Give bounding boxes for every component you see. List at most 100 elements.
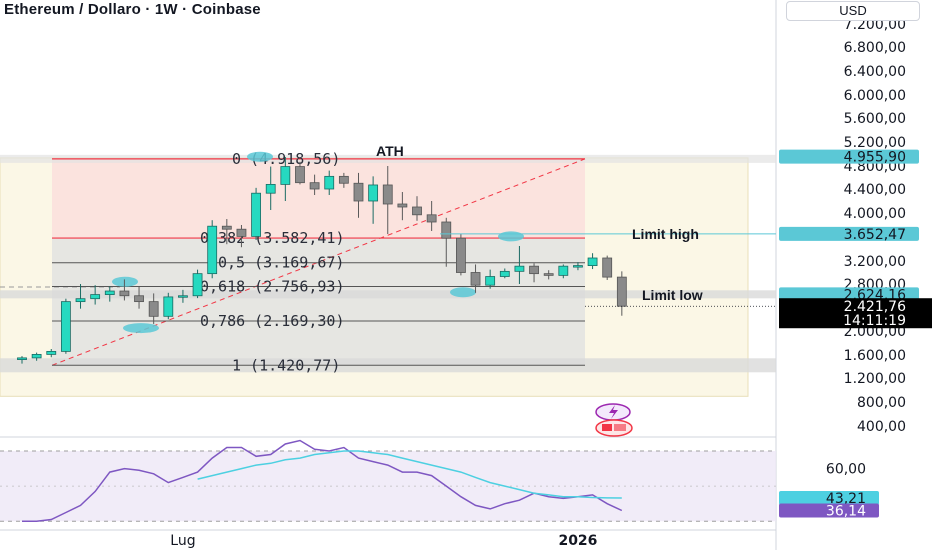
candle-body: [558, 265, 569, 276]
candle-body: [602, 257, 613, 278]
candle-body: [17, 357, 27, 361]
time-tick-label: Lug: [170, 533, 195, 549]
candle-body: [207, 225, 218, 275]
price-axis[interactable]: 7.200,00 6.800,00 6.400,00 6.000,00 5.600,00…: [779, 17, 932, 519]
highlight-ellipse: [247, 151, 273, 162]
candle-body: [46, 350, 57, 355]
candle-body: [134, 295, 144, 303]
candle-body: [104, 290, 115, 295]
highlight-ellipse: [112, 276, 138, 287]
price-tick-label: 1.200,00: [844, 371, 906, 387]
bar-countdown: 14:11:19: [843, 313, 906, 329]
candle-body: [616, 276, 627, 307]
candle-body: [573, 265, 583, 268]
candle-body: [499, 270, 510, 277]
calendar-icon: [602, 424, 612, 431]
price-tick-label: 6.000,00: [844, 88, 906, 104]
candle-body: [338, 175, 349, 184]
rsi-pane: [0, 439, 776, 522]
currency-selector[interactable]: USD: [786, 1, 920, 21]
last-price-value: 2.421,76: [844, 299, 906, 315]
limit-low-band: [0, 290, 776, 299]
highlight-ellipse: [498, 231, 524, 242]
rsi-tag: [779, 491, 879, 506]
candle-body: [280, 166, 291, 185]
candle-body: [485, 276, 496, 286]
candle-body: [543, 273, 554, 276]
annotations: ATH Limit high Limit low: [376, 143, 776, 307]
fib-level-label: 0,618 (2.756,93): [200, 278, 345, 296]
fib-level-label: 0,382 (3.582,41): [200, 229, 345, 247]
rsi-band: [0, 451, 776, 522]
ath-label: ATH: [376, 143, 404, 159]
price-tick-label: 5.200,00: [844, 135, 906, 151]
rsi-tick-label: 60,00: [826, 462, 866, 478]
rsi-ma-line: [197, 450, 622, 499]
candle-body: [192, 273, 203, 297]
price-tag: [779, 287, 919, 302]
price-tick-label: 800,00: [857, 395, 906, 411]
limit-low-label: Limit low: [642, 287, 703, 303]
candle-body: [368, 184, 379, 202]
candle-body: [295, 166, 305, 184]
lightning-badge-icon: [595, 403, 631, 421]
candle-body: [75, 298, 86, 303]
candle-body: [382, 184, 393, 205]
candle-body: [514, 265, 525, 272]
price-tick-label: 7.200,00: [844, 17, 906, 33]
last-price-tag: [779, 298, 932, 329]
limit-high-label: Limit high: [632, 226, 699, 242]
price-tick-label: 400,00: [857, 419, 906, 435]
candle-body: [455, 237, 466, 273]
indicator-badges[interactable]: [595, 403, 633, 437]
fib-level-label: 1 (1.420,77): [232, 356, 340, 374]
price-tick-label: 5.600,00: [844, 111, 906, 127]
event-badge-icon: [595, 419, 633, 437]
price-tick-label: 1.600,00: [844, 348, 906, 364]
rsi-tag: [779, 503, 879, 518]
rsi-tag-label: 43,21: [826, 491, 866, 507]
candle-body: [265, 183, 276, 194]
lightning-icon: [609, 405, 618, 419]
price-tick-label: 4.400,00: [844, 182, 906, 198]
candle-body: [397, 203, 408, 208]
fib-level-label: 0 (4.918,56): [232, 150, 340, 168]
candle-body: [309, 182, 320, 190]
highlight-ellipse: [123, 323, 159, 334]
candle-body: [587, 257, 598, 266]
price-tick-label: 4.000,00: [844, 206, 906, 222]
candle-body: [90, 294, 101, 300]
fib-level-label: 0,5 (3.169,67): [218, 254, 344, 272]
candle-body: [426, 214, 437, 223]
calendar-icon: [614, 424, 626, 431]
candle-body: [324, 175, 335, 190]
candle-body: [412, 206, 422, 216]
candle-body: [148, 301, 159, 317]
candle-body: [178, 295, 188, 298]
candle-body: [441, 221, 452, 239]
rsi-line: [22, 439, 623, 522]
time-axis[interactable]: Lug 2026: [170, 533, 597, 549]
candle-body: [236, 228, 247, 237]
price-tick-label: 3.200,00: [844, 254, 906, 270]
chart-title: Ethereum / Dollaro · 1W · Coinbase: [4, 1, 261, 18]
price-tick-label: 6.800,00: [844, 40, 906, 56]
candle-body: [31, 353, 42, 359]
candle-body: [251, 192, 261, 237]
candle-body: [529, 265, 539, 275]
candlestick-series: [17, 157, 627, 364]
price-tag: [779, 226, 919, 241]
price-tag-label: 3.652,47: [844, 227, 906, 243]
fib-zone-0-0382: [52, 158, 585, 239]
candle-body: [119, 290, 130, 297]
fib-level-label: 0,786 (2.169,30): [200, 312, 345, 330]
candle-body: [60, 301, 71, 352]
price-tick-label: 6.400,00: [844, 64, 906, 80]
candle-body: [470, 272, 481, 286]
candle-body: [353, 182, 364, 202]
candle-body: [221, 225, 232, 230]
candle-body: [163, 296, 174, 317]
rsi-tag-label: 36,14: [826, 503, 866, 519]
time-tick-label: 2026: [558, 533, 597, 549]
